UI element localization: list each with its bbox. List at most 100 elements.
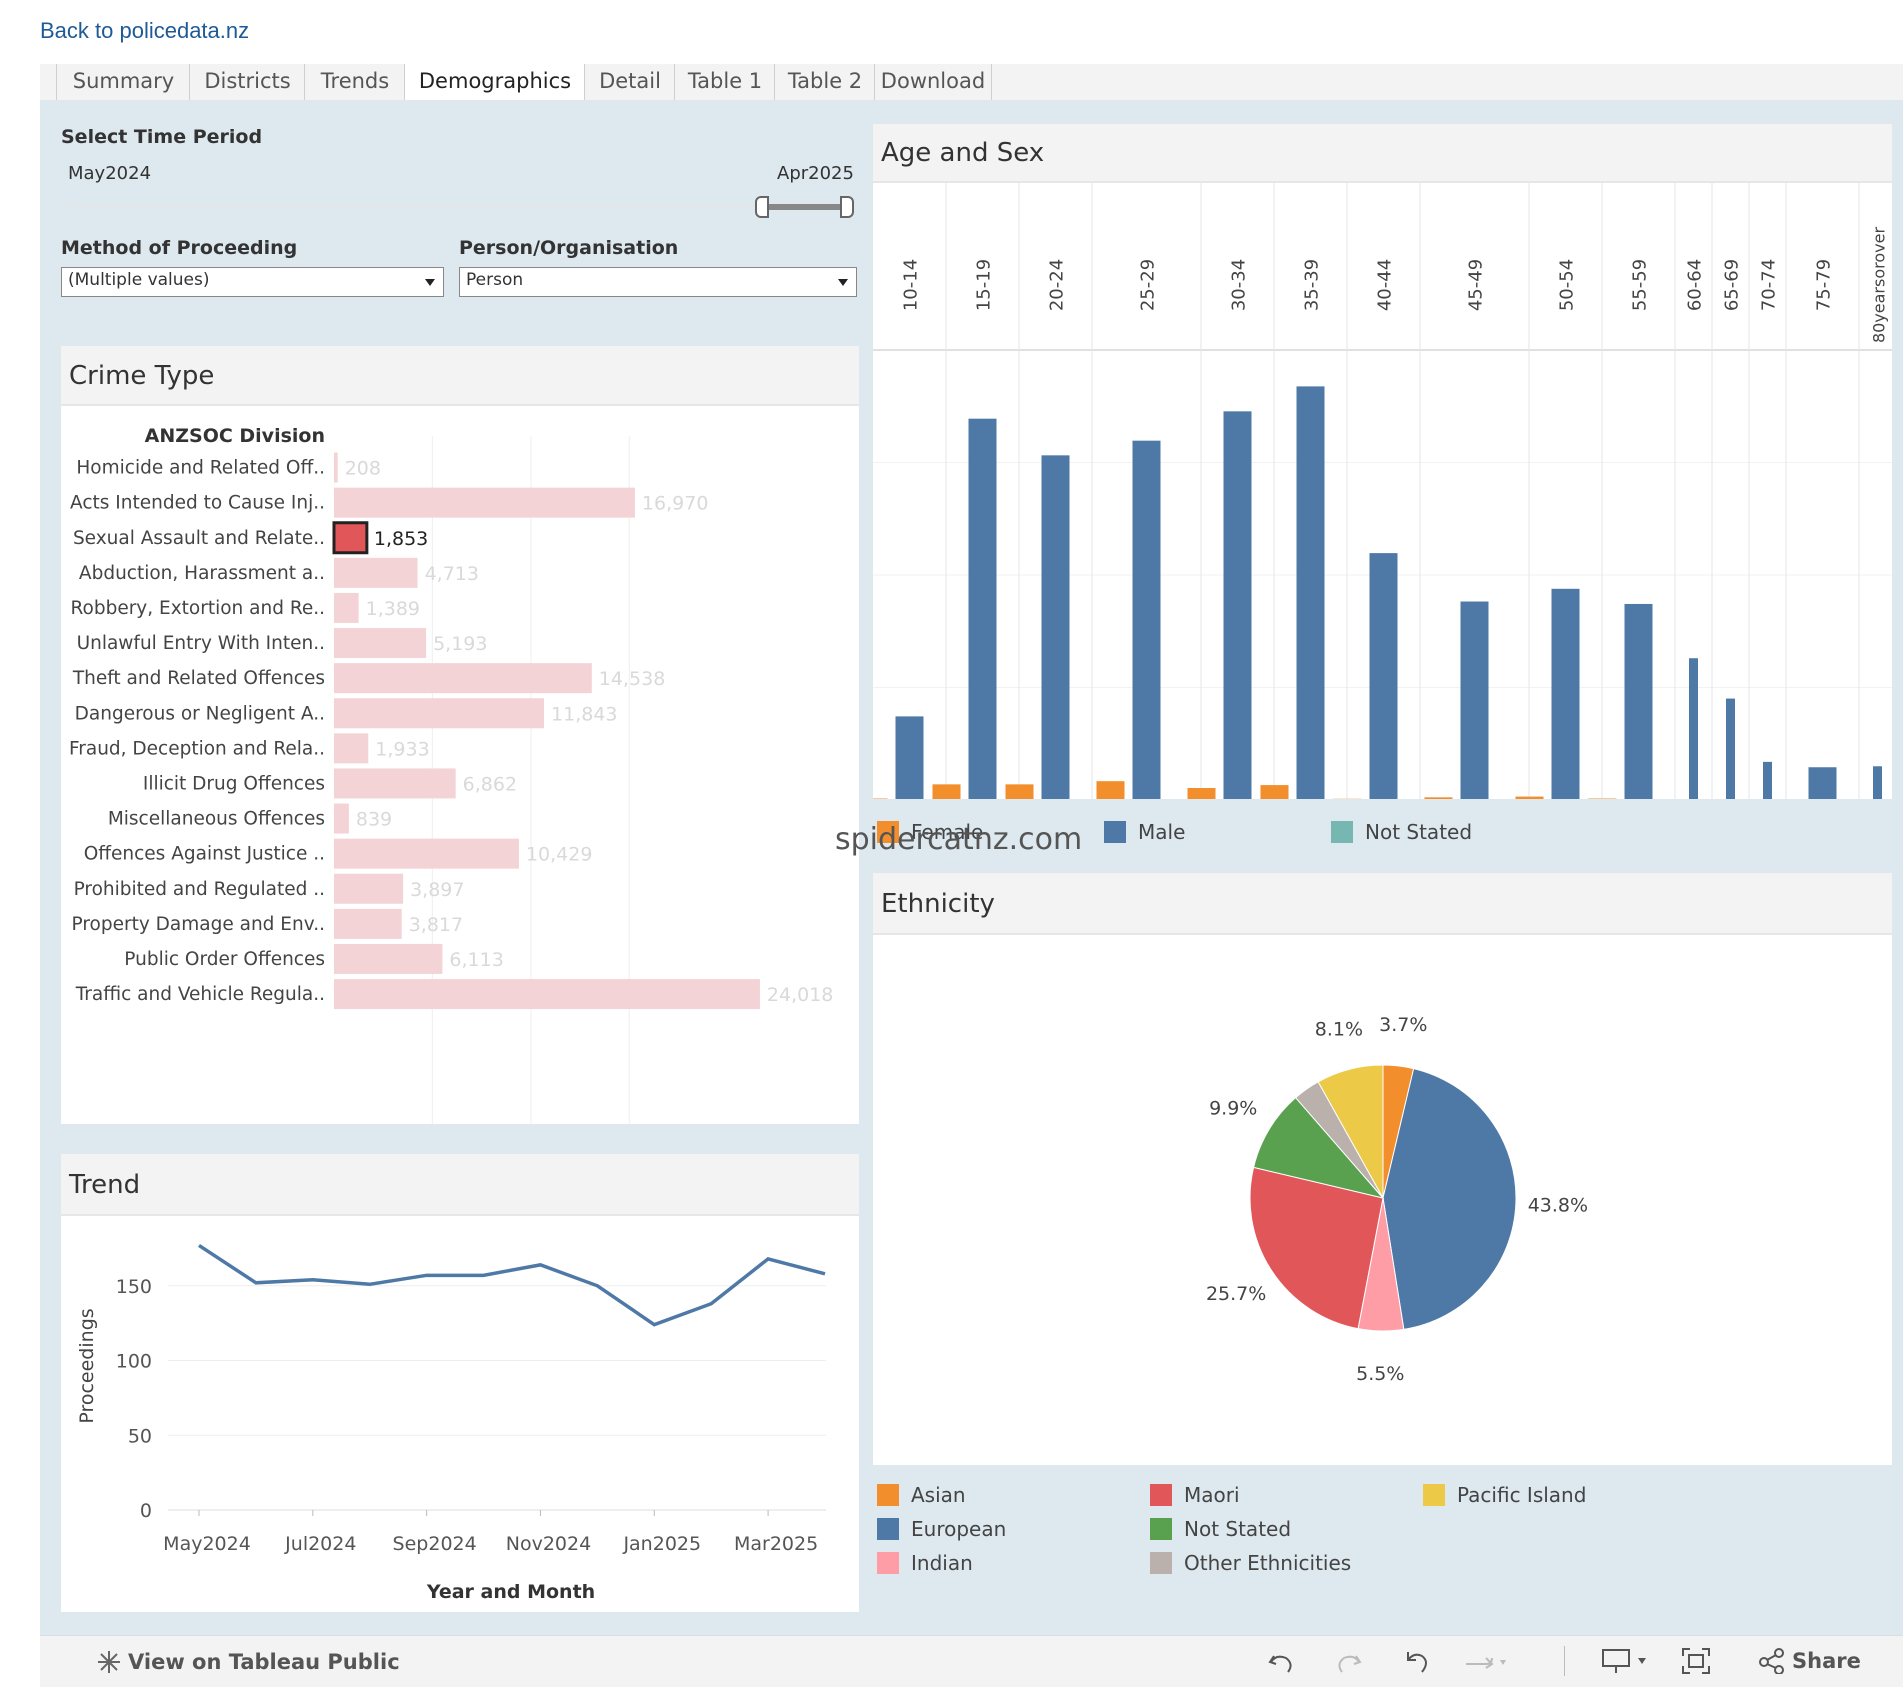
crime-bar <box>334 628 426 658</box>
view-on-tableau-public-label: View on Tableau Public <box>128 1650 400 1674</box>
crime-bar <box>334 523 367 553</box>
ethnicity-legend-label: Other Ethnicities <box>1184 1551 1351 1575</box>
age-bar-male <box>1224 411 1252 799</box>
crime-category-label: Unlawful Entry With Inten.. <box>77 633 325 654</box>
share-button[interactable]: Share <box>1758 1648 1861 1674</box>
tab-districts[interactable]: Districts <box>189 64 305 100</box>
crime-value-label: 3,817 <box>409 914 463 936</box>
tab-table-2[interactable]: Table 2 <box>774 64 875 100</box>
legend-male: Male <box>1104 820 1185 844</box>
anzsoc-division-header: ANZSOC Division <box>145 425 325 447</box>
tab-trends[interactable]: Trends <box>304 64 405 100</box>
age-group-label: 25-29 <box>1138 259 1159 311</box>
trend-x-tick: Sep2024 <box>393 1533 477 1555</box>
watermark: spidercatnz.com <box>835 822 1082 857</box>
view-on-tableau-public-button[interactable]: View on Tableau Public <box>96 1649 400 1675</box>
chevron-down-icon <box>425 279 435 286</box>
revert-icon[interactable] <box>1400 1648 1436 1676</box>
trend-x-tick: Nov2024 <box>506 1533 591 1555</box>
age-group-label: 50-54 <box>1557 259 1578 311</box>
forward-icon[interactable] <box>1462 1648 1512 1676</box>
ethnicity-legend-label: Pacific Island <box>1457 1483 1586 1507</box>
person-organisation-select[interactable]: Person <box>459 267 857 297</box>
crime-value-label: 1,389 <box>366 598 420 620</box>
presentation-icon[interactable] <box>1600 1646 1652 1676</box>
tab-table-1[interactable]: Table 1 <box>674 64 775 100</box>
trend-x-tick: Jan2025 <box>622 1533 701 1555</box>
age-group-label: 60-64 <box>1685 259 1706 311</box>
ethnicity-legend-item: Pacific Island <box>1423 1483 1586 1507</box>
ethnicity-value-label: 5.5% <box>1356 1363 1404 1385</box>
crime-bar <box>334 768 456 798</box>
ethnicity-legend-label: Not Stated <box>1184 1517 1291 1541</box>
crime-bar <box>334 698 544 728</box>
tab-demographics[interactable]: Demographics <box>404 64 585 102</box>
crime-category-label: Theft and Related Offences <box>72 668 325 689</box>
time-slider-track[interactable] <box>68 206 848 209</box>
trend-y-tick: 150 <box>116 1276 152 1298</box>
ethnicity-legend-item: Asian <box>877 1483 966 1507</box>
crime-type-chart: ANZSOC Division Homicide and Related Off… <box>61 406 859 1124</box>
age-group-label: 40-44 <box>1375 259 1396 311</box>
age-bar-male <box>1689 658 1698 799</box>
trend-x-axis-label: Year and Month <box>426 1581 595 1603</box>
tableau-toolbar: View on Tableau Public Share <box>40 1635 1903 1687</box>
time-slider-range[interactable] <box>760 204 846 210</box>
redo-icon[interactable] <box>1328 1648 1364 1676</box>
ethnicity-legend-item: Maori <box>1150 1483 1240 1507</box>
undo-icon[interactable] <box>1266 1648 1302 1676</box>
age-bar-female <box>1516 797 1544 799</box>
fullscreen-icon[interactable] <box>1680 1646 1712 1676</box>
trend-chart: Proceedings Year and Month 050100150May2… <box>61 1216 859 1612</box>
crime-value-label: 11,843 <box>551 703 617 725</box>
method-of-proceeding-select[interactable]: (Multiple values) <box>61 267 444 297</box>
chevron-down-icon <box>838 279 848 286</box>
age-group-label: 20-24 <box>1047 259 1068 311</box>
crime-bar <box>334 663 592 693</box>
age-group-label: 65-69 <box>1722 259 1743 311</box>
crime-value-label: 3,897 <box>410 879 464 901</box>
age-group-label: 10-14 <box>901 259 922 311</box>
crime-value-label: 6,113 <box>449 949 503 971</box>
age-group-label: 80yearsorover <box>1870 227 1889 344</box>
back-to-policedata-link[interactable]: Back to policedata.nz <box>40 18 249 44</box>
toolbar-divider <box>1564 1646 1565 1676</box>
ethnicity-panel: Ethnicity 3.7%43.8%5.5%25.7%9.9%8.1% <box>873 873 1892 1465</box>
tab-summary[interactable]: Summary <box>56 64 190 100</box>
age-bar-male <box>1873 766 1882 799</box>
time-slider-end-handle[interactable] <box>840 196 854 218</box>
crime-value-label: 10,429 <box>526 844 592 866</box>
ethnicity-legend-label: European <box>911 1517 1006 1541</box>
crime-type-title: Crime Type <box>61 346 859 406</box>
ethnicity-legend-swatch <box>1423 1484 1445 1506</box>
tab-download[interactable]: Download <box>874 64 992 100</box>
ethnicity-legend-item: Not Stated <box>1150 1517 1291 1541</box>
crime-category-label: Property Damage and Env.. <box>72 914 325 935</box>
age-bar-male <box>1809 767 1837 799</box>
age-group-label: 30-34 <box>1229 259 1250 311</box>
legend-not-stated-label: Not Stated <box>1365 820 1472 844</box>
ethnicity-value-label: 8.1% <box>1315 1019 1363 1041</box>
age-bar-male <box>969 419 997 799</box>
time-slider-start-handle[interactable] <box>755 196 769 218</box>
ethnicity-title: Ethnicity <box>873 873 1892 935</box>
crime-value-label: 1,933 <box>375 738 429 760</box>
trend-y-tick: 100 <box>116 1351 152 1373</box>
crime-category-label: Prohibited and Regulated .. <box>74 879 325 900</box>
crime-category-label: Fraud, Deception and Rela.. <box>69 738 325 759</box>
tab-detail[interactable]: Detail <box>584 64 675 100</box>
person-organisation-value: Person <box>466 270 523 290</box>
age-bar-male <box>1042 455 1070 799</box>
age-bar-male <box>1726 699 1735 799</box>
trend-x-tick: May2024 <box>163 1533 251 1555</box>
ethnicity-legend-item: Indian <box>877 1551 973 1575</box>
trend-x-tick: Mar2025 <box>734 1533 818 1555</box>
legend-not-stated: Not Stated <box>1331 820 1472 844</box>
crime-bar <box>334 733 368 763</box>
time-period-label: Select Time Period <box>61 126 262 148</box>
ethnicity-legend-item: European <box>877 1517 1006 1541</box>
age-bar-male <box>1370 553 1398 799</box>
age-bar-male <box>1763 762 1772 799</box>
